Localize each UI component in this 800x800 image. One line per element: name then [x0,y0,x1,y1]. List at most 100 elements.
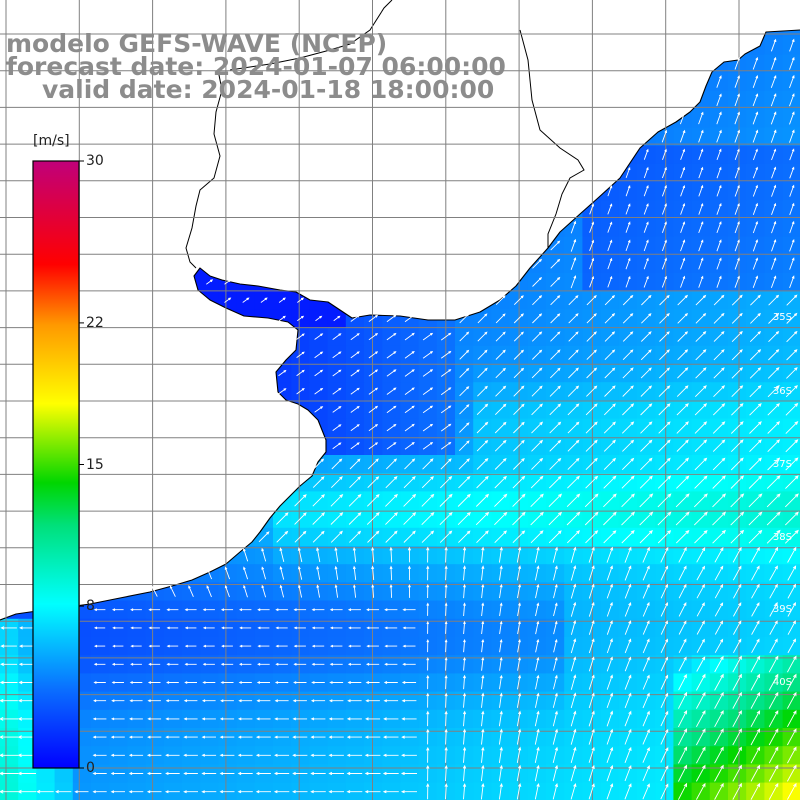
wind-vector [731,294,743,306]
wind-vector [495,331,506,342]
wind-vector [0,716,19,721]
wind-vector [531,331,543,342]
wind-vector [17,771,36,776]
wind-vector [512,457,525,470]
wind-vector [696,746,706,764]
wind-vector [640,331,652,342]
wind-vector [315,315,323,322]
wind-vector [221,644,233,648]
wind-vector [789,184,795,197]
wind-vector [332,424,342,431]
wind-vector [531,439,544,452]
wind-vector [696,602,705,617]
wind-vector [310,771,326,776]
wind-vector [584,493,599,508]
wind-vector [695,367,707,379]
wind-vector [389,584,393,598]
wind-vector [257,662,270,666]
wind-vector [334,565,339,580]
wind-vector [768,728,779,746]
wind-vector [365,662,380,666]
wind-vector [752,275,759,288]
wind-vector [512,530,526,544]
wind-vector [74,790,89,794]
wind-vector [314,351,324,359]
wind-vector [694,457,708,471]
wind-vector [789,166,795,179]
colorbar-tick-label: 8 [86,598,95,615]
wind-vector [146,790,162,794]
wind-vector [495,385,507,397]
wind-vector [329,681,344,684]
wind-vector [585,421,598,434]
wind-vector [787,691,797,709]
wind-vector [660,710,669,727]
wind-vector [566,530,581,544]
wind-vector [640,349,652,361]
wind-vector [111,699,125,703]
wind-vector [641,294,652,306]
wind-vector [770,56,777,70]
wind-vector [128,771,144,776]
wind-vector [367,458,379,470]
wind-vector [714,655,724,673]
wind-vector [640,367,652,379]
wind-vector [643,257,649,270]
wind-vector [566,493,581,508]
wind-vector [603,475,617,489]
wind-vector [111,681,124,684]
wind-vector [698,129,704,143]
wind-vector [606,546,614,563]
wind-vector [734,111,740,125]
wind-vector [333,315,341,322]
wind-vector [660,602,668,617]
wind-vector [640,457,653,471]
wind-vector [36,789,54,794]
wind-vector [768,782,779,800]
wind-vector [678,546,687,563]
wind-vector [312,494,325,507]
wind-vector [292,699,307,703]
wind-vector [166,662,179,666]
wind-vector [621,475,635,489]
wind-vector [499,602,503,617]
wind-vector [732,746,742,764]
wind-vector [553,602,558,617]
wind-vector [732,728,742,746]
wind-vector [19,644,35,648]
wind-vector [624,583,632,599]
wind-vector [364,735,381,739]
wind-vector [258,531,270,543]
wind-vector [622,403,635,416]
wind-vector [786,349,798,361]
wind-vector [242,297,250,303]
wind-vector [481,656,485,671]
wind-vector [787,764,797,782]
wind-vector [679,129,686,143]
wind-vector [624,601,632,617]
wind-vector [625,239,631,252]
wind-vector [0,698,18,703]
wind-vector [789,93,795,107]
wind-vector [110,790,125,794]
wind-vector [316,584,321,598]
wind-vector [348,644,361,648]
wind-vector [532,313,543,324]
wind-vector [495,295,506,306]
wind-vector [680,166,686,179]
wind-vector [770,129,777,143]
wind-vector [607,185,613,197]
wind-vector [660,747,669,763]
wind-vector [384,608,398,612]
wind-vector [481,602,485,617]
wind-vector [462,728,467,745]
wind-vector [676,403,689,416]
wind-vector [604,385,616,397]
wind-vector [585,403,598,416]
wind-vector [566,511,581,526]
wind-vector [550,276,561,287]
grid-labels: 35S 36S 37S 38S 39S 40S [773,312,792,688]
wind-vector [237,771,253,776]
wind-vector [495,313,506,324]
wind-vector [769,583,778,599]
